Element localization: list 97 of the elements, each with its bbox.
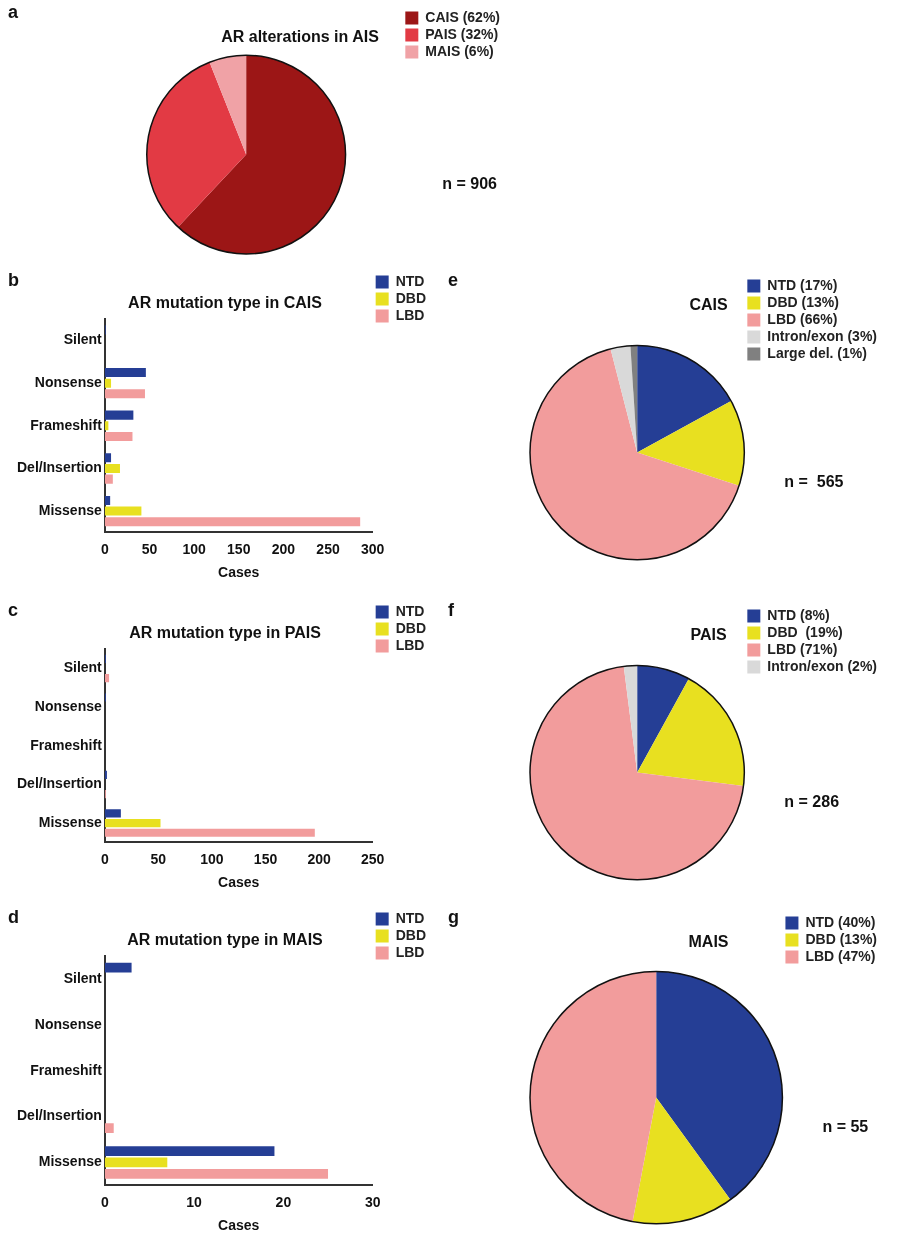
- x-tick-label: 150: [253, 850, 278, 867]
- bar: [104, 1146, 275, 1156]
- x-tick-label: 0: [100, 850, 109, 867]
- legend-label: NTD: [395, 909, 425, 926]
- legend-label: NTD: [395, 602, 425, 619]
- x-tick-label: 250: [316, 540, 340, 557]
- y-tick-label: Frameshift: [30, 736, 103, 753]
- legend-label: DBD: [395, 289, 427, 306]
- chart-title: AR mutation type in MAIS: [127, 931, 324, 949]
- text: MAIS: [688, 933, 729, 951]
- x-tick-label: 50: [150, 850, 167, 867]
- y-tick-label: Silent: [63, 331, 103, 348]
- text: f: [448, 599, 455, 620]
- x-tick-label: 150: [227, 540, 251, 557]
- legend-label: LBD: [395, 306, 425, 323]
- bar: [104, 962, 132, 973]
- text: g: [448, 906, 459, 927]
- bar: [104, 506, 142, 516]
- bar: [104, 431, 133, 441]
- y-tick-label: Nonsense: [34, 374, 102, 391]
- bar: [104, 517, 361, 527]
- y-tick-label: Missense: [38, 1153, 102, 1170]
- x-axis-title: Cases: [218, 1217, 260, 1234]
- legend-label: DBD (13%): [805, 930, 878, 947]
- x-tick-label: 200: [271, 540, 296, 557]
- bar: [104, 1123, 114, 1133]
- y-tick-label: Del/Insertion: [17, 775, 102, 792]
- bar: [104, 378, 112, 388]
- y-tick-label: Silent: [63, 969, 103, 986]
- legend-label: DBD: [395, 619, 427, 636]
- y-tick-label: Nonsense: [34, 1015, 102, 1032]
- bar: [104, 674, 110, 683]
- legend-label: LBD (66%): [767, 310, 838, 327]
- x-tick-label: 30: [364, 1193, 381, 1210]
- bar: [104, 495, 111, 505]
- x-axis-title: Cases: [218, 564, 260, 581]
- legend-label: NTD (17%): [767, 276, 838, 293]
- x-tick-label: 50: [141, 540, 158, 557]
- x-tick-label: 0: [100, 540, 109, 557]
- x-tick-label: 100: [182, 540, 206, 557]
- text: n = 906: [442, 175, 498, 193]
- bar: [104, 410, 134, 420]
- text: b: [8, 269, 19, 290]
- text: e: [448, 269, 459, 290]
- legend-label: LBD (71%): [767, 640, 838, 657]
- bar: [104, 389, 145, 399]
- bar: [104, 474, 113, 484]
- x-tick-label: 0: [100, 1193, 109, 1210]
- legend-label: MAIS (6%): [425, 42, 494, 59]
- bar: [104, 828, 315, 837]
- bar: [104, 1157, 168, 1168]
- legend-label: NTD (40%): [805, 913, 876, 930]
- x-tick-label: 300: [360, 540, 385, 557]
- y-tick-label: Frameshift: [30, 1061, 103, 1078]
- text: c: [8, 599, 19, 620]
- legend-label: NTD (8%): [767, 606, 830, 623]
- text: n = 55: [822, 1118, 869, 1136]
- text: AR alterations in AIS: [221, 28, 380, 46]
- chart-title: AR mutation type in PAIS: [129, 624, 322, 642]
- y-tick-label: Nonsense: [34, 698, 102, 715]
- legend-label: CAIS (62%): [425, 8, 500, 25]
- text: a: [8, 1, 19, 22]
- bar: [104, 809, 121, 818]
- bar: [104, 818, 161, 828]
- legend-label: NTD: [395, 272, 425, 289]
- y-tick-label: Missense: [38, 501, 102, 518]
- legend-label: DBD (19%): [767, 623, 843, 640]
- y-tick-label: Silent: [63, 659, 103, 676]
- x-tick-label: 100: [200, 850, 224, 867]
- legend-label: Intron/exon (3%): [767, 327, 877, 344]
- text: PAIS: [690, 626, 727, 644]
- x-tick-label: 250: [360, 850, 385, 867]
- bar: [104, 1169, 329, 1179]
- bar: [104, 463, 120, 473]
- legend-label: LBD (47%): [805, 947, 876, 964]
- bar: [104, 367, 146, 378]
- legend-label: Large del. (1%): [767, 344, 867, 361]
- x-tick-label: 200: [307, 850, 331, 867]
- legend-label: DBD: [395, 926, 427, 943]
- text: CAIS: [689, 296, 728, 314]
- text: d: [8, 906, 19, 927]
- y-tick-label: Missense: [38, 813, 102, 830]
- legend-label: Intron/exon (2%): [767, 657, 877, 674]
- y-tick-label: Del/Insertion: [17, 1107, 102, 1124]
- legend-label: DBD (13%): [767, 293, 839, 310]
- legend-label: PAIS (32%): [425, 25, 499, 42]
- bar: [104, 453, 112, 463]
- legend-label: LBD: [395, 636, 425, 653]
- text: n = 565: [784, 473, 844, 491]
- text: n = 286: [784, 793, 840, 811]
- x-tick-label: 10: [186, 1193, 203, 1210]
- y-tick-label: Frameshift: [30, 416, 103, 433]
- x-axis-title: Cases: [218, 874, 260, 891]
- chart-title: AR mutation type in CAIS: [128, 294, 323, 312]
- x-tick-label: 20: [275, 1193, 292, 1210]
- legend-label: LBD: [395, 943, 425, 960]
- y-tick-label: Del/Insertion: [17, 459, 102, 476]
